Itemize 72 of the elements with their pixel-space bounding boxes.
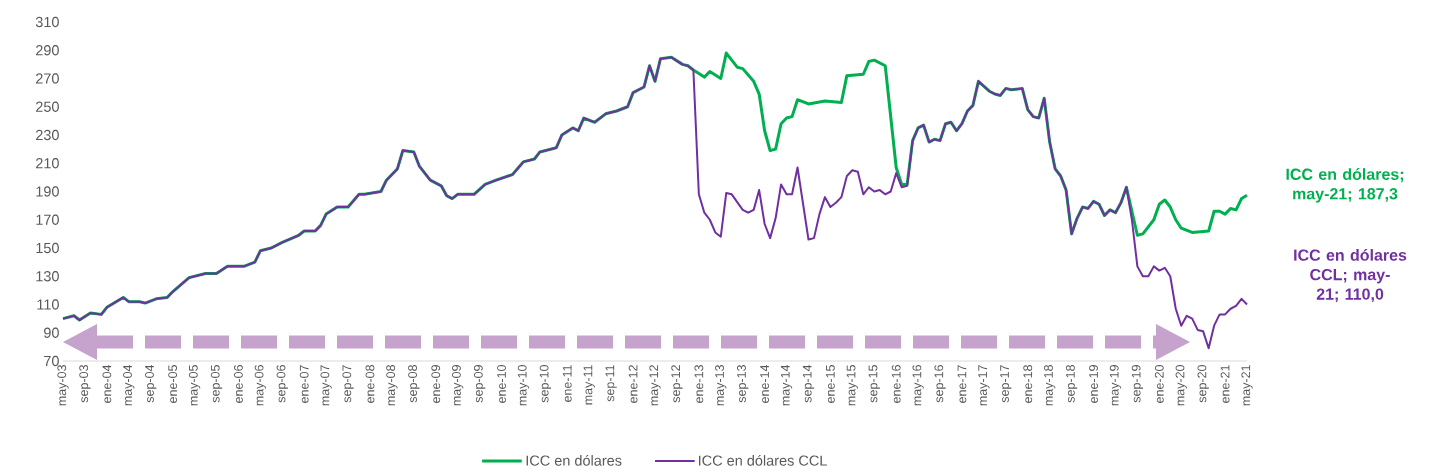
x-tick-label: sep-16 xyxy=(934,365,946,403)
x-tick-label: ene-06 xyxy=(233,365,243,403)
x-tick-label: may-03 xyxy=(57,365,69,406)
x-tick-label: ene-18 xyxy=(1023,365,1033,403)
x-tick-label: sep-18 xyxy=(1065,365,1078,403)
x-tick-label: may-17 xyxy=(978,365,990,406)
x-tick-label: sep-03 xyxy=(79,365,91,403)
x-tick-label: may-21 xyxy=(1241,365,1253,406)
x-tick-label: may-16 xyxy=(912,365,924,406)
y-tick-label: 270 xyxy=(36,73,59,84)
legend-label: ICC en dólares xyxy=(526,454,622,466)
x-tick-label: sep-14 xyxy=(802,364,815,403)
x-tick-label: sep-07 xyxy=(342,365,354,403)
x-tick-label: sep-05 xyxy=(210,365,223,403)
x-tick-label: may-08 xyxy=(386,365,398,406)
y-tick-label: 290 xyxy=(36,45,59,56)
x-tick-label: may-14 xyxy=(780,364,793,406)
x-tick-label: ene-20 xyxy=(1154,365,1164,403)
x-tick-label: sep-08 xyxy=(408,365,420,403)
x-tick-label: may-04 xyxy=(123,364,135,406)
x-tick-label: sep-20 xyxy=(1197,365,1209,403)
y-tick-label: 230 xyxy=(36,129,59,141)
x-tick-label: may-20 xyxy=(1175,365,1187,406)
y-tick-label: 130 xyxy=(36,271,59,282)
x-tick-label: sep-13 xyxy=(737,365,749,403)
x-tick-label: ene-07 xyxy=(299,365,309,403)
x-tick-label: may-11 xyxy=(583,365,595,405)
x-tick-label: may-19 xyxy=(1109,365,1122,406)
x-tick-label: ene-10 xyxy=(497,365,506,403)
x-tick-label: ene-17 xyxy=(957,365,967,403)
x-tick-label: may-07 xyxy=(320,365,332,406)
x-tick-label: sep-11 xyxy=(605,365,617,402)
x-tick-label: sep-17 xyxy=(1000,365,1012,403)
x-tick-label: may-18 xyxy=(1044,365,1056,406)
x-tick-label: ene-04 xyxy=(102,364,112,403)
y-tick-label: 310 xyxy=(35,16,59,28)
x-tick-label: ene-21 xyxy=(1220,365,1230,403)
x-tick-label: may-06 xyxy=(254,365,266,406)
x-tick-label: sep-06 xyxy=(276,365,288,403)
y-tick-label: 250 xyxy=(36,101,59,112)
x-tick-label: may-12 xyxy=(649,365,661,406)
x-tick-label: sep-19 xyxy=(1131,365,1144,403)
y-tick-label: 210 xyxy=(36,158,59,169)
x-tick-label: ene-15 xyxy=(826,365,835,403)
x-tick-label: ene-11 xyxy=(562,365,572,402)
legend-label: ICC en dólares CCL xyxy=(699,454,827,466)
x-tick-label: may-15 xyxy=(846,365,858,406)
x-tick-label: ene-19 xyxy=(1089,365,1098,403)
x-tick-label: sep-15 xyxy=(868,365,880,403)
x-tick-label: ene-13 xyxy=(694,365,704,403)
y-tick-label: 90 xyxy=(44,327,59,338)
x-tick-label: sep-04 xyxy=(145,364,157,403)
x-tick-label: ene-09 xyxy=(431,365,441,403)
x-tick-label: ene-05 xyxy=(168,365,178,403)
x-tick-label: ene-16 xyxy=(891,365,901,403)
y-tick-label: 190 xyxy=(36,186,59,197)
y-tick-label: 70 xyxy=(44,355,59,367)
x-tick-label: may-10 xyxy=(517,365,530,406)
y-tick-label: 170 xyxy=(36,214,59,225)
x-tick-label: sep-10 xyxy=(539,365,552,403)
y-tick-label: 150 xyxy=(36,242,59,254)
annotation: ICC en dólares CCL; may-21; 110,0 xyxy=(1294,248,1407,303)
annotation: ICC en dólares; may-21; 187,3 xyxy=(1286,168,1404,203)
x-tick-label: ene-08 xyxy=(365,365,375,403)
x-tick-label: sep-09 xyxy=(473,365,486,403)
x-tick-label: sep-12 xyxy=(671,365,683,403)
x-tick-label: may-05 xyxy=(188,365,201,406)
x-tick-label: ene-14 xyxy=(760,364,769,403)
x-tick-label: ene-12 xyxy=(628,365,638,403)
x-tick-label: may-13 xyxy=(715,365,727,406)
x-tick-label: may-09 xyxy=(452,365,464,406)
y-tick-label: 110 xyxy=(37,299,59,310)
